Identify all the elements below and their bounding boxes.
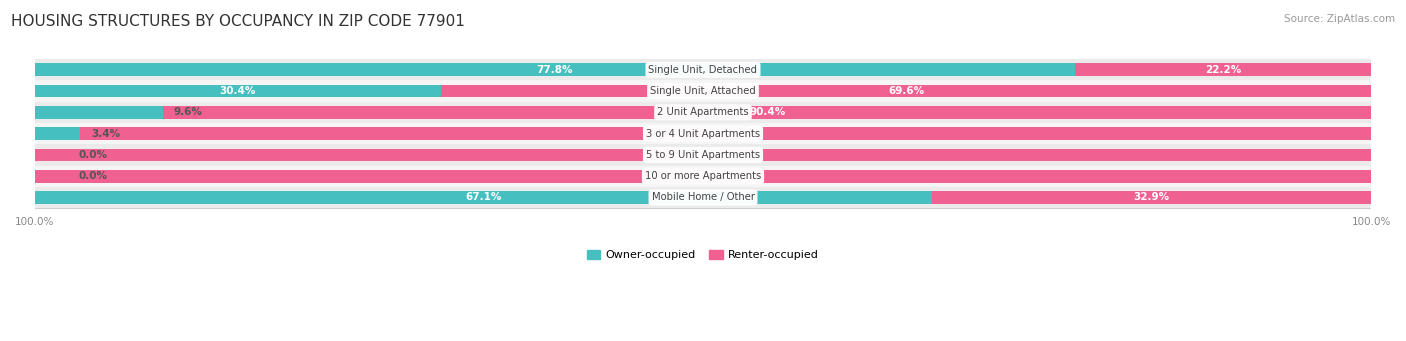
Text: 9.6%: 9.6% bbox=[174, 107, 202, 117]
Legend: Owner-occupied, Renter-occupied: Owner-occupied, Renter-occupied bbox=[582, 246, 824, 265]
Text: 96.6%: 96.6% bbox=[707, 129, 744, 139]
Bar bbox=[35, 144, 1371, 165]
Bar bbox=[35, 149, 1371, 161]
Text: 90.4%: 90.4% bbox=[749, 107, 786, 117]
Text: 22.2%: 22.2% bbox=[1205, 65, 1241, 75]
Bar bbox=[35, 102, 1371, 123]
Bar bbox=[35, 123, 1371, 144]
Bar bbox=[35, 191, 932, 204]
Bar bbox=[441, 85, 1371, 98]
Bar bbox=[1074, 63, 1371, 76]
Text: 10 or more Apartments: 10 or more Apartments bbox=[645, 171, 761, 181]
Text: HOUSING STRUCTURES BY OCCUPANCY IN ZIP CODE 77901: HOUSING STRUCTURES BY OCCUPANCY IN ZIP C… bbox=[11, 14, 465, 29]
Text: 3 or 4 Unit Apartments: 3 or 4 Unit Apartments bbox=[645, 129, 761, 139]
Bar bbox=[35, 80, 1371, 102]
Text: 5 to 9 Unit Apartments: 5 to 9 Unit Apartments bbox=[645, 150, 761, 160]
Bar bbox=[932, 191, 1371, 204]
Text: Single Unit, Attached: Single Unit, Attached bbox=[650, 86, 756, 96]
Text: Mobile Home / Other: Mobile Home / Other bbox=[651, 192, 755, 203]
Bar bbox=[35, 149, 67, 161]
Text: 3.4%: 3.4% bbox=[91, 129, 120, 139]
Text: 0.0%: 0.0% bbox=[79, 150, 108, 160]
Bar bbox=[163, 106, 1371, 119]
Bar bbox=[35, 59, 1371, 80]
Text: 77.8%: 77.8% bbox=[536, 65, 572, 75]
Bar bbox=[35, 170, 67, 182]
Text: 67.1%: 67.1% bbox=[465, 192, 502, 203]
Bar bbox=[35, 106, 163, 119]
Bar bbox=[80, 127, 1371, 140]
Bar bbox=[35, 165, 1371, 187]
Bar bbox=[35, 127, 80, 140]
Text: 0.0%: 0.0% bbox=[79, 171, 108, 181]
Text: 100.0%: 100.0% bbox=[682, 171, 724, 181]
Text: 32.9%: 32.9% bbox=[1133, 192, 1170, 203]
Bar bbox=[35, 187, 1371, 208]
Bar bbox=[35, 63, 1074, 76]
Text: Single Unit, Detached: Single Unit, Detached bbox=[648, 65, 758, 75]
Bar bbox=[35, 85, 441, 98]
Text: 100.0%: 100.0% bbox=[682, 150, 724, 160]
Bar bbox=[35, 170, 1371, 182]
Text: 2 Unit Apartments: 2 Unit Apartments bbox=[657, 107, 749, 117]
Text: 69.6%: 69.6% bbox=[889, 86, 924, 96]
Text: 30.4%: 30.4% bbox=[219, 86, 256, 96]
Text: Source: ZipAtlas.com: Source: ZipAtlas.com bbox=[1284, 14, 1395, 24]
